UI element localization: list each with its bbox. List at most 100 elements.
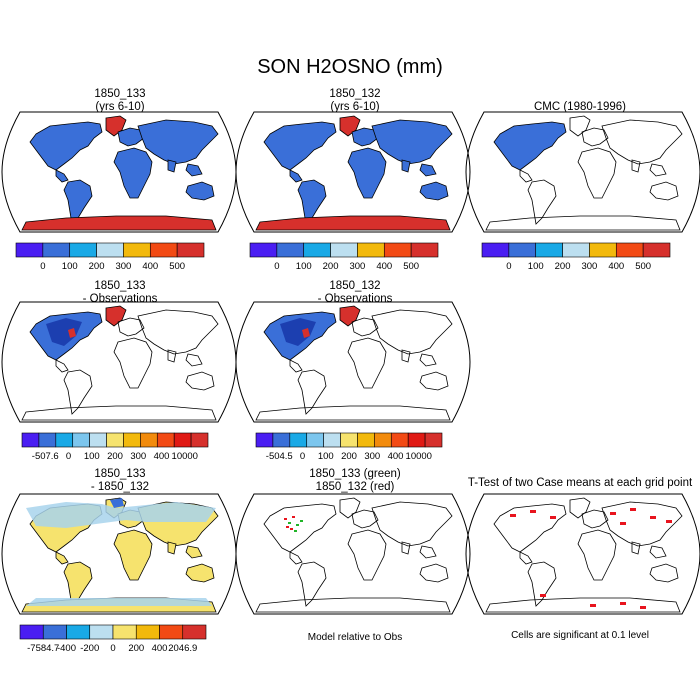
south-america-landmass — [527, 561, 557, 607]
antarctic-difference-band — [26, 598, 212, 606]
map-border — [235, 301, 471, 423]
colorbar-tick-label: -7584.7 — [27, 643, 59, 654]
central-america-landmass — [55, 551, 69, 565]
europe-landmass — [581, 509, 609, 529]
colorbar-bin — [340, 432, 358, 448]
colorbar-bin — [42, 242, 71, 258]
antarctica-landmass — [255, 597, 451, 613]
colorbar-tick-label: 0 — [40, 261, 45, 272]
se-asia-landmass — [185, 545, 203, 559]
africa-landmass — [577, 147, 617, 199]
colorbar-bin — [69, 242, 97, 258]
greenland-landmass — [569, 115, 591, 137]
significance-cell — [300, 520, 303, 522]
colorbar-bin — [182, 624, 207, 640]
australia-landmass — [419, 371, 449, 391]
panel-cmc-title: CMC (1980-1996) — [475, 101, 685, 114]
significance-cell — [286, 526, 289, 528]
colorbar-tick-label: 100 — [528, 261, 544, 272]
asia-landmass — [371, 119, 453, 165]
australia-landmass — [649, 181, 679, 201]
panel-title-line1: 1850_133 — [94, 280, 146, 292]
north-america-landmass — [29, 121, 103, 171]
colorbar-tick-label: -507.6 — [32, 451, 59, 462]
antarctica-landmass — [485, 215, 681, 231]
colorbar-bin — [89, 432, 107, 448]
figure-title: SON H2OSNO (mm) — [257, 56, 443, 78]
se-asia-landmass — [649, 163, 667, 177]
significance-cell — [590, 604, 596, 607]
south-america-landmass — [527, 179, 557, 225]
europe-landmass — [117, 127, 145, 147]
colorbar-bin — [589, 242, 617, 258]
colorbar-tick-label: 300 — [130, 451, 146, 462]
antarctica-landmass — [255, 215, 451, 231]
colorbar-bin — [562, 242, 590, 258]
map-border — [465, 111, 700, 233]
panel-green-red-title: 1850_133 (green) 1850_132 (red) — [250, 468, 460, 494]
colorbar-tick-label: 0 — [506, 261, 511, 272]
panel-title-line1: T-Test of two Case means at each grid po… — [467, 477, 693, 489]
map-border — [1, 493, 237, 615]
africa-landmass — [347, 147, 387, 199]
map-border — [235, 111, 471, 233]
significance-cell — [540, 594, 546, 597]
colorbar-bin — [89, 624, 114, 640]
central-america-landmass — [289, 551, 303, 565]
colorbar-tick-label: 400 — [154, 451, 170, 462]
central-america-landmass — [289, 359, 303, 373]
colorbar-bin — [42, 624, 67, 640]
asia-landmass — [371, 309, 453, 355]
colorbar-bin — [330, 242, 358, 258]
colorbar-tick-label: 100 — [296, 261, 312, 272]
world-map — [1, 493, 237, 615]
colorbar-tick-label: 0 — [274, 261, 279, 272]
colorbar-bin — [424, 432, 443, 448]
negative-bias-region — [280, 318, 316, 346]
colorbar-tick-label: 0 — [66, 451, 71, 462]
colorbar-bin — [21, 432, 40, 448]
colorbar-bin — [390, 432, 409, 448]
greenland-landmass — [339, 305, 361, 327]
model-relative-note: Model relative to Obs — [307, 632, 403, 643]
colorbar-tick-label: 400 — [388, 451, 404, 462]
colorbar-tick-label: 300 — [581, 261, 597, 272]
colorbar: -507.6 0 100 200 300 400 10000 — [21, 432, 209, 462]
colorbar-bin — [306, 432, 324, 448]
colorbar-tick-label: 0 — [300, 451, 305, 462]
negative-difference-band — [26, 502, 216, 528]
antarctica-landmass — [485, 597, 681, 613]
panel-title-line1: CMC (1980-1996) — [533, 101, 627, 113]
significance-cell — [630, 508, 636, 511]
colorbar-bin — [106, 432, 124, 448]
panel-title-line1: 1850_133 — [94, 88, 146, 100]
africa-landmass — [113, 147, 153, 199]
india-landmass — [167, 541, 177, 555]
asia-landmass — [371, 501, 453, 547]
se-asia-landmass — [419, 163, 437, 177]
se-asia-landmass — [419, 545, 437, 559]
map-border — [235, 493, 471, 615]
colorbar: 0 100 200 300 400 500 — [15, 242, 205, 272]
colorbar-tick-label: 100 — [84, 451, 100, 462]
australia-landmass — [185, 563, 215, 583]
colorbar-bin — [190, 432, 209, 448]
greenland-difference — [110, 498, 124, 508]
colorbar-tick-label: 300 — [115, 261, 131, 272]
colorbar-tick-label: -200 — [80, 643, 99, 654]
significance-cell — [292, 516, 295, 518]
colorbar: -7584.7-400 -200 0 200 400 2046.9 — [19, 624, 207, 654]
positive-bias-patch — [68, 328, 76, 338]
colorbar-tick-label: -504.5 — [266, 451, 293, 462]
colorbar: 0 100 200 300 400 500 — [249, 242, 439, 272]
colorbar-tick-label: 200 — [89, 261, 105, 272]
colorbar-tick-label: 500 — [169, 261, 185, 272]
antarctica-landmass — [21, 215, 217, 231]
colorbar-bin — [19, 624, 44, 640]
colorbar-tick-label: 100 — [62, 261, 78, 272]
greenland-landmass — [105, 115, 127, 137]
colorbar-tick-label: 10000 — [406, 451, 432, 462]
se-asia-landmass — [185, 163, 203, 177]
antarctica-landmass — [21, 405, 217, 421]
